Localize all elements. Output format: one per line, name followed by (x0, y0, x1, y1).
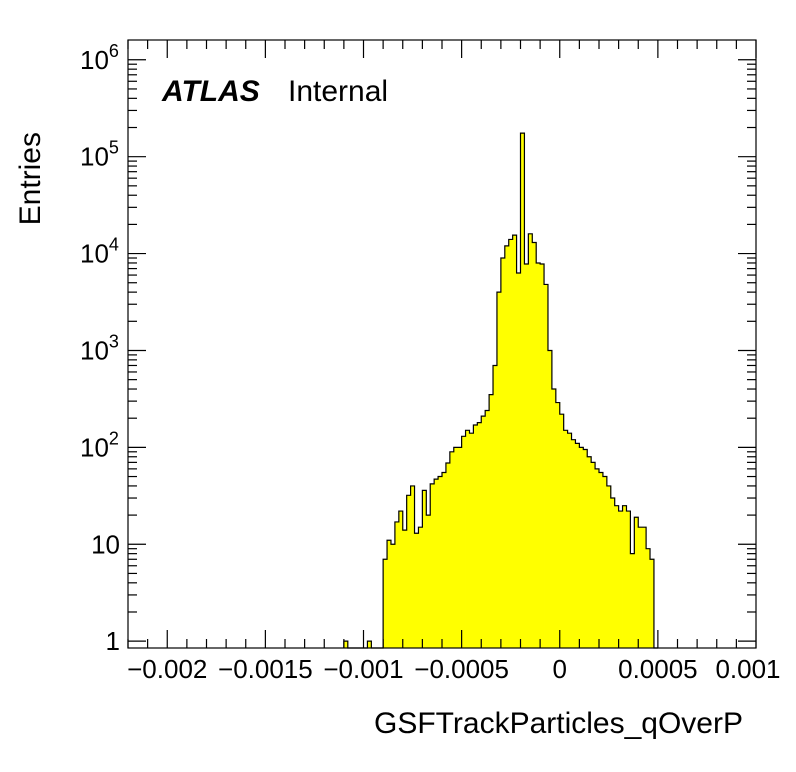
x-tick-label: 0.001 (715, 654, 780, 684)
x-axis-tick-labels: −0.002 −0.0015 −0.001 −0.0005 0 0.0005 0.001 (127, 654, 780, 684)
histogram-bin (642, 527, 647, 648)
histogram-bin (516, 273, 521, 648)
histogram-bin (398, 511, 404, 648)
histogram-bin (473, 425, 478, 648)
histogram-bin (469, 433, 474, 648)
histogram-bin (536, 262, 541, 648)
histogram-bin (461, 436, 466, 648)
histogram-bin (442, 472, 447, 648)
histogram-bin (390, 544, 396, 648)
x-tick-label: 0 (553, 654, 567, 684)
histogram-bin (449, 451, 455, 648)
histogram-bin (626, 511, 631, 648)
histogram-bin (406, 495, 411, 648)
histogram-bin (418, 527, 423, 648)
status-label: Internal (288, 75, 388, 108)
y-tick-label: 1 (106, 626, 120, 656)
x-axis-ticks (127, 40, 757, 648)
histogram-bin (465, 430, 470, 648)
histogram-bin (559, 414, 565, 648)
histogram-bin (453, 447, 459, 648)
histogram-bin (504, 245, 510, 649)
histogram-bars (343, 133, 655, 649)
histogram-bin (638, 527, 643, 648)
x-tick-label: −0.002 (127, 654, 207, 684)
histogram-bin (500, 258, 506, 648)
histogram-bin (489, 394, 494, 648)
histogram-bin (493, 365, 498, 648)
histogram-bin (422, 490, 427, 648)
histogram-bin (602, 476, 608, 648)
histogram-bin (508, 239, 514, 649)
histogram-bin (595, 468, 600, 648)
histogram-bin (520, 133, 525, 649)
histogram-bin (650, 559, 655, 648)
histogram-bin (583, 449, 588, 648)
histogram-bin (555, 402, 561, 648)
histogram-bin (567, 433, 572, 648)
histogram-bin (599, 472, 604, 648)
histogram-bin (551, 389, 557, 648)
histogram-bin (438, 476, 443, 648)
y-tick-label: 104 (80, 235, 119, 269)
histogram-bin (524, 264, 529, 648)
histogram-bin (618, 511, 623, 648)
histogram-bin (481, 416, 486, 648)
histogram-bin (540, 264, 545, 648)
histogram-bin (410, 485, 415, 648)
histogram-bin (430, 483, 435, 648)
histogram-bin (544, 284, 549, 648)
histogram-outline (343, 132, 658, 649)
histogram-bin (614, 505, 620, 648)
histogram-bin (496, 292, 502, 648)
histogram-bin (646, 548, 651, 648)
x-tick-label: −0.001 (323, 654, 403, 684)
histogram-bin (457, 447, 463, 648)
histogram-bin (434, 479, 439, 648)
histogram-bin (367, 641, 372, 648)
histogram-bin (579, 447, 584, 648)
y-tick-label: 103 (80, 331, 119, 365)
y-tick-label: 106 (80, 41, 119, 75)
histogram-bin (587, 456, 592, 648)
histogram-bin (445, 462, 451, 648)
histogram-bin (402, 530, 408, 648)
histogram-bin (387, 540, 392, 648)
histogram-bin (547, 350, 553, 648)
histogram-bin (591, 462, 596, 648)
histogram-bin (532, 242, 537, 649)
histogram-bin (622, 505, 627, 648)
histogram-bin (383, 559, 388, 648)
y-tick-label: 10 (91, 529, 120, 559)
histogram-bin (414, 533, 419, 648)
histogram-bin (630, 553, 635, 648)
histogram-bin (634, 517, 639, 648)
histogram-bin (571, 439, 576, 648)
y-axis-ticks (128, 59, 756, 642)
histogram-bin (575, 443, 580, 648)
histogram-bin (606, 485, 612, 648)
y-tick-label: 102 (80, 428, 119, 462)
histogram-bin (528, 233, 533, 648)
y-axis-label: Entries (14, 132, 47, 225)
histogram-bin (477, 422, 482, 648)
y-tick-label: 105 (80, 138, 119, 172)
x-tick-label: 0.0005 (618, 654, 698, 684)
histogram-bin (394, 521, 400, 648)
experiment-label: ATLAS (161, 75, 260, 108)
histogram-bin (512, 235, 517, 649)
histogram-bin (610, 498, 616, 648)
x-axis-label: GSFTrackParticles_qOverP (374, 707, 743, 740)
x-tick-label: −0.0005 (414, 654, 509, 684)
x-tick-label: −0.0015 (218, 654, 313, 684)
histogram-bin (343, 641, 349, 648)
histogram-bin (563, 430, 568, 648)
histogram-bin (485, 410, 490, 648)
y-axis-tick-labels: 1 10 102 103 104 105 106 (80, 41, 120, 656)
histogram-bin (426, 515, 431, 648)
